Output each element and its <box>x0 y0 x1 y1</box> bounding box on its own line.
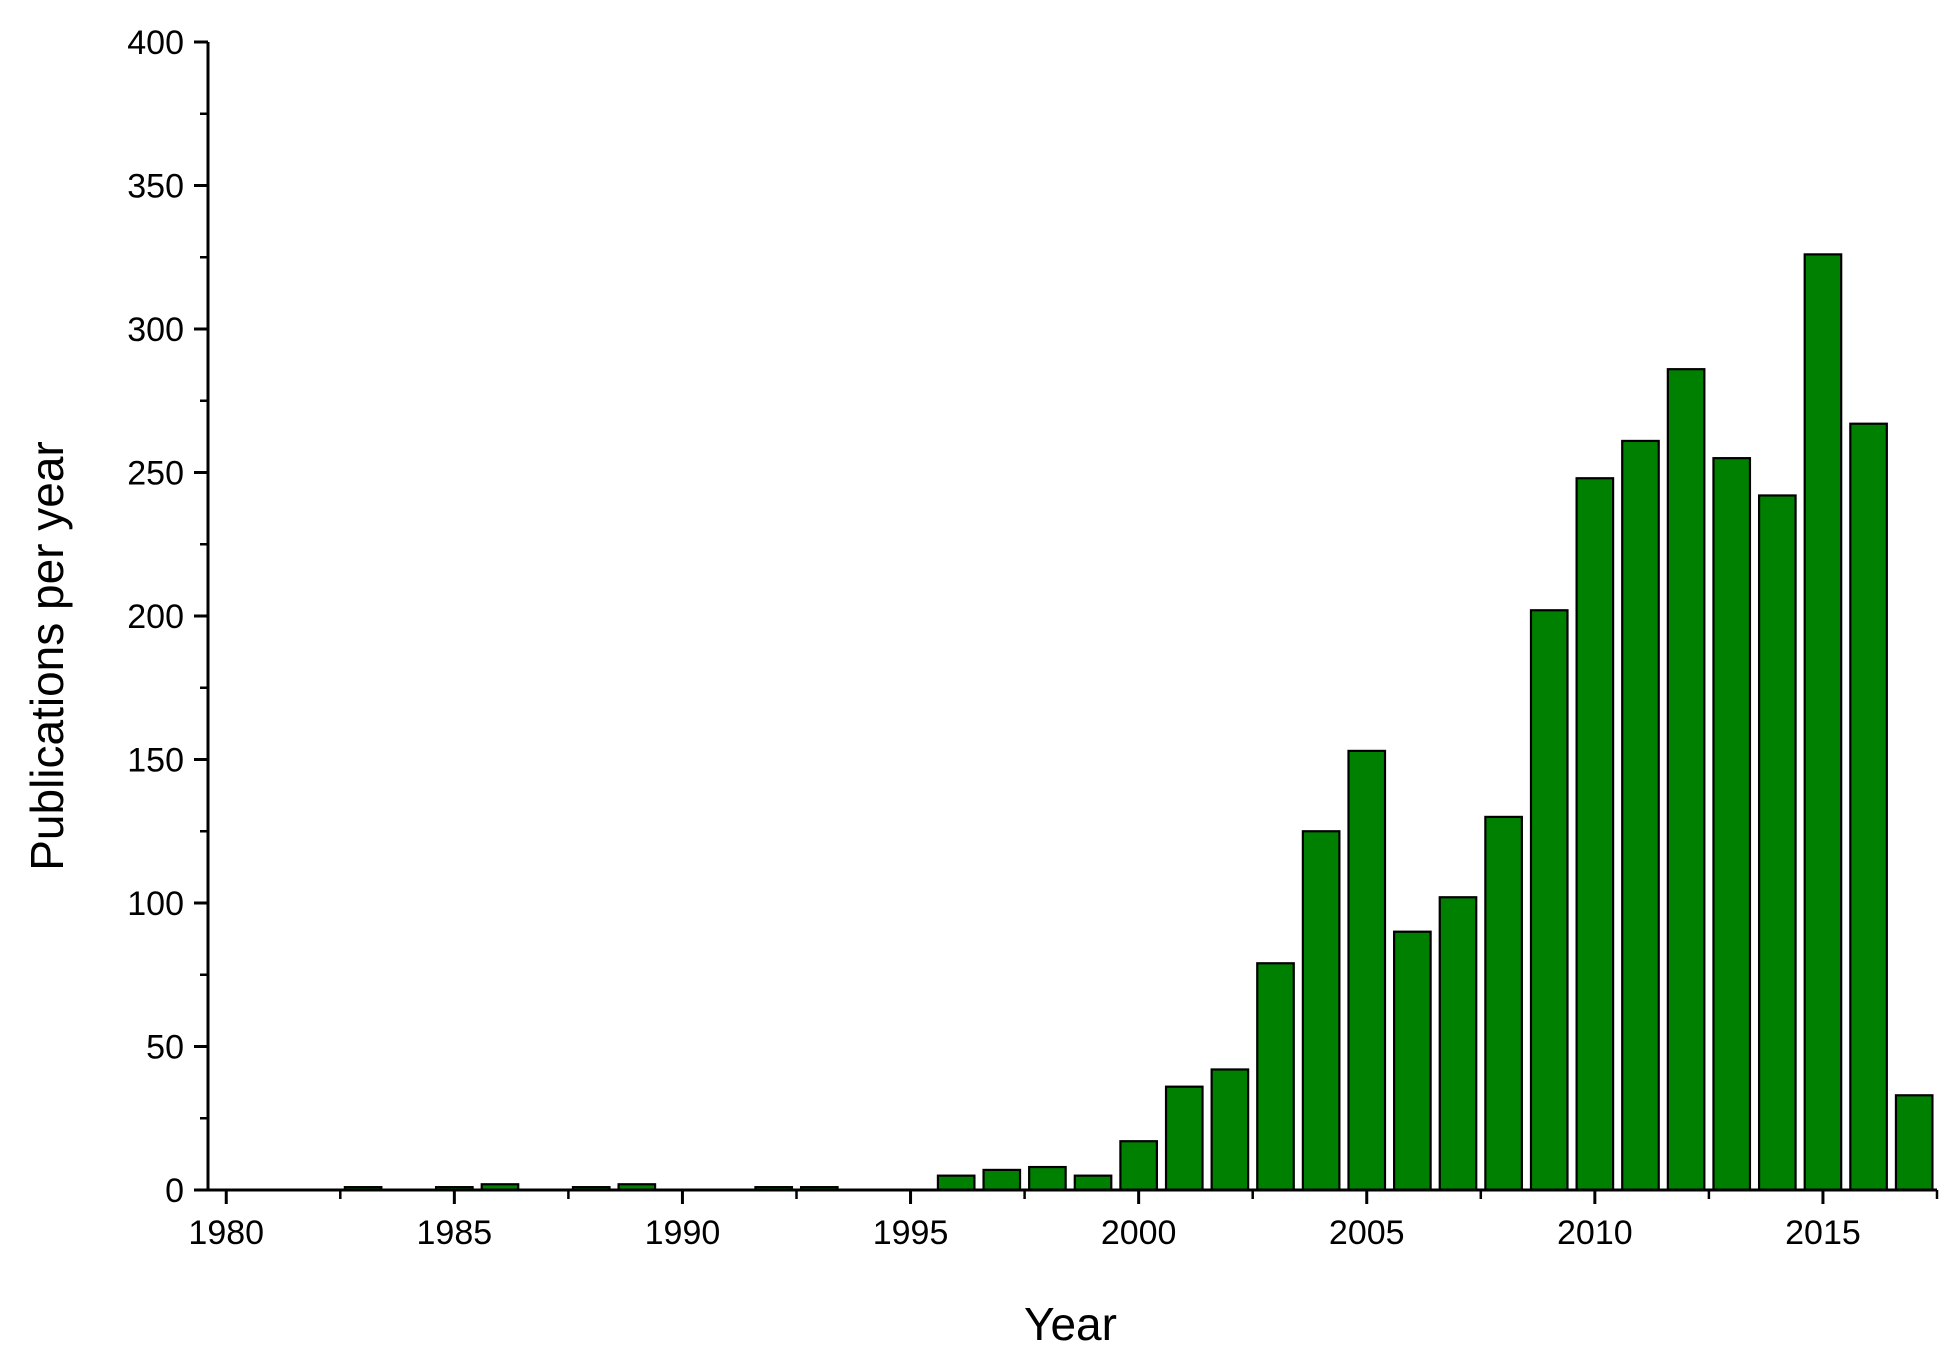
x-tick-label: 2010 <box>1557 1214 1633 1252</box>
bar-1997 <box>982 1168 1022 1192</box>
bar-1996 <box>936 1174 976 1192</box>
bar-2000 <box>1119 1140 1159 1192</box>
bar-2017 <box>1894 1094 1934 1192</box>
bar-1998 <box>1028 1165 1067 1192</box>
bars-group <box>343 253 1934 1192</box>
bar-2015 <box>1803 253 1843 1192</box>
y-tick-label: 50 <box>146 1029 184 1067</box>
bar-2013 <box>1712 457 1752 1192</box>
x-tick-label: 1985 <box>417 1214 493 1252</box>
x-tick-label: 2015 <box>1785 1214 1861 1252</box>
bar-2004 <box>1301 830 1341 1192</box>
y-tick-label: 300 <box>127 311 184 349</box>
bar-2010 <box>1575 477 1615 1192</box>
bar-2005 <box>1347 749 1387 1192</box>
y-tick-label: 400 <box>127 24 184 62</box>
x-axis-title: Year <box>1024 1298 1117 1350</box>
y-tick-label: 200 <box>127 598 184 636</box>
bar-2012 <box>1666 368 1706 1192</box>
bar-2006 <box>1393 930 1432 1192</box>
x-tick-label: 2005 <box>1329 1214 1405 1252</box>
bar-2016 <box>1849 422 1888 1192</box>
x-tick-label: 1995 <box>873 1214 949 1252</box>
bar-2001 <box>1164 1085 1204 1192</box>
x-tick-label: 2000 <box>1101 1214 1177 1252</box>
y-axis-title: Publications per year <box>21 441 73 871</box>
bar-2009 <box>1529 609 1569 1192</box>
bar-2014 <box>1757 494 1797 1192</box>
x-tick-label: 1990 <box>645 1214 721 1252</box>
bar-2003 <box>1256 962 1295 1192</box>
y-tick-label: 0 <box>165 1172 184 1210</box>
bar-1999 <box>1073 1174 1113 1192</box>
bar-2007 <box>1438 896 1478 1192</box>
y-tick-label: 350 <box>127 168 184 206</box>
ticks-group: 0 50 100 150 200 250 300 350 400 1980 1985 1990 1995… <box>127 24 1939 1252</box>
x-tick-label: 1980 <box>188 1214 264 1252</box>
bar-2002 <box>1210 1068 1250 1192</box>
bar-2008 <box>1484 815 1523 1192</box>
bar-2011 <box>1621 439 1660 1192</box>
y-tick-label: 100 <box>127 885 184 923</box>
y-tick-label: 250 <box>127 455 184 493</box>
y-tick-label: 150 <box>127 742 184 780</box>
